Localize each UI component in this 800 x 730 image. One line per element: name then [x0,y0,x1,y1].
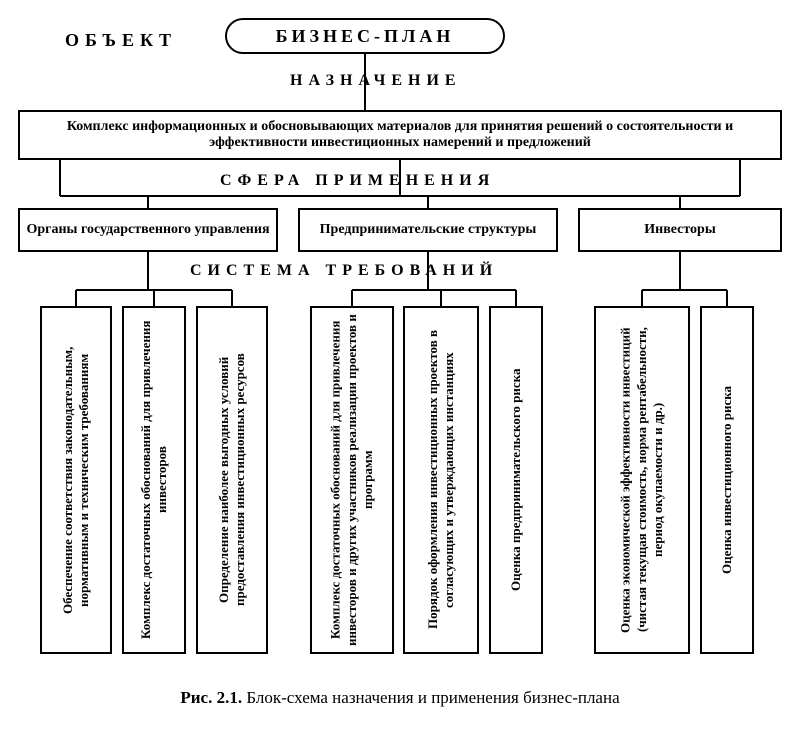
heading-object: ОБЪЕКТ [65,30,177,51]
leaf-inv-2: Оценка инвестиционного риска [700,306,754,654]
leaf-entr-2: Порядок оформления инвестиционных проект… [403,306,479,654]
leaf-inv-1: Оценка экономической эффективности инвес… [594,306,690,654]
caption-prefix: Рис. 2.1. [180,688,242,707]
node-complex: Комплекс информационных и обосновывающих… [18,110,782,160]
node-government: Органы государственного управления [18,208,278,252]
leaf-gov-3: Определение наиболее выгодных условий пр… [196,306,268,654]
node-business-plan: БИЗНЕС-ПЛАН [225,18,505,54]
caption-text: Блок-схема назначения и применения бизне… [242,688,620,707]
figure-caption: Рис. 2.1. Блок-схема назначения и примен… [0,688,800,708]
node-entrepreneurs: Предпринимательские структуры [298,208,558,252]
leaf-gov-2: Комплекс достаточных обоснований для при… [122,306,186,654]
heading-scope: СФЕРА ПРИМЕНЕНИЯ [220,172,495,190]
node-investors: Инвесторы [578,208,782,252]
leaf-gov-1: Обеспечение соответствия законодательным… [40,306,112,654]
leaf-entr-1: Комплекс достаточных обоснований для при… [310,306,394,654]
heading-requirements: СИСТЕМА ТРЕБОВАНИЙ [190,262,498,280]
heading-purpose: НАЗНАЧЕНИЕ [290,72,462,90]
leaf-entr-3: Оценка предпринимательского риска [489,306,543,654]
